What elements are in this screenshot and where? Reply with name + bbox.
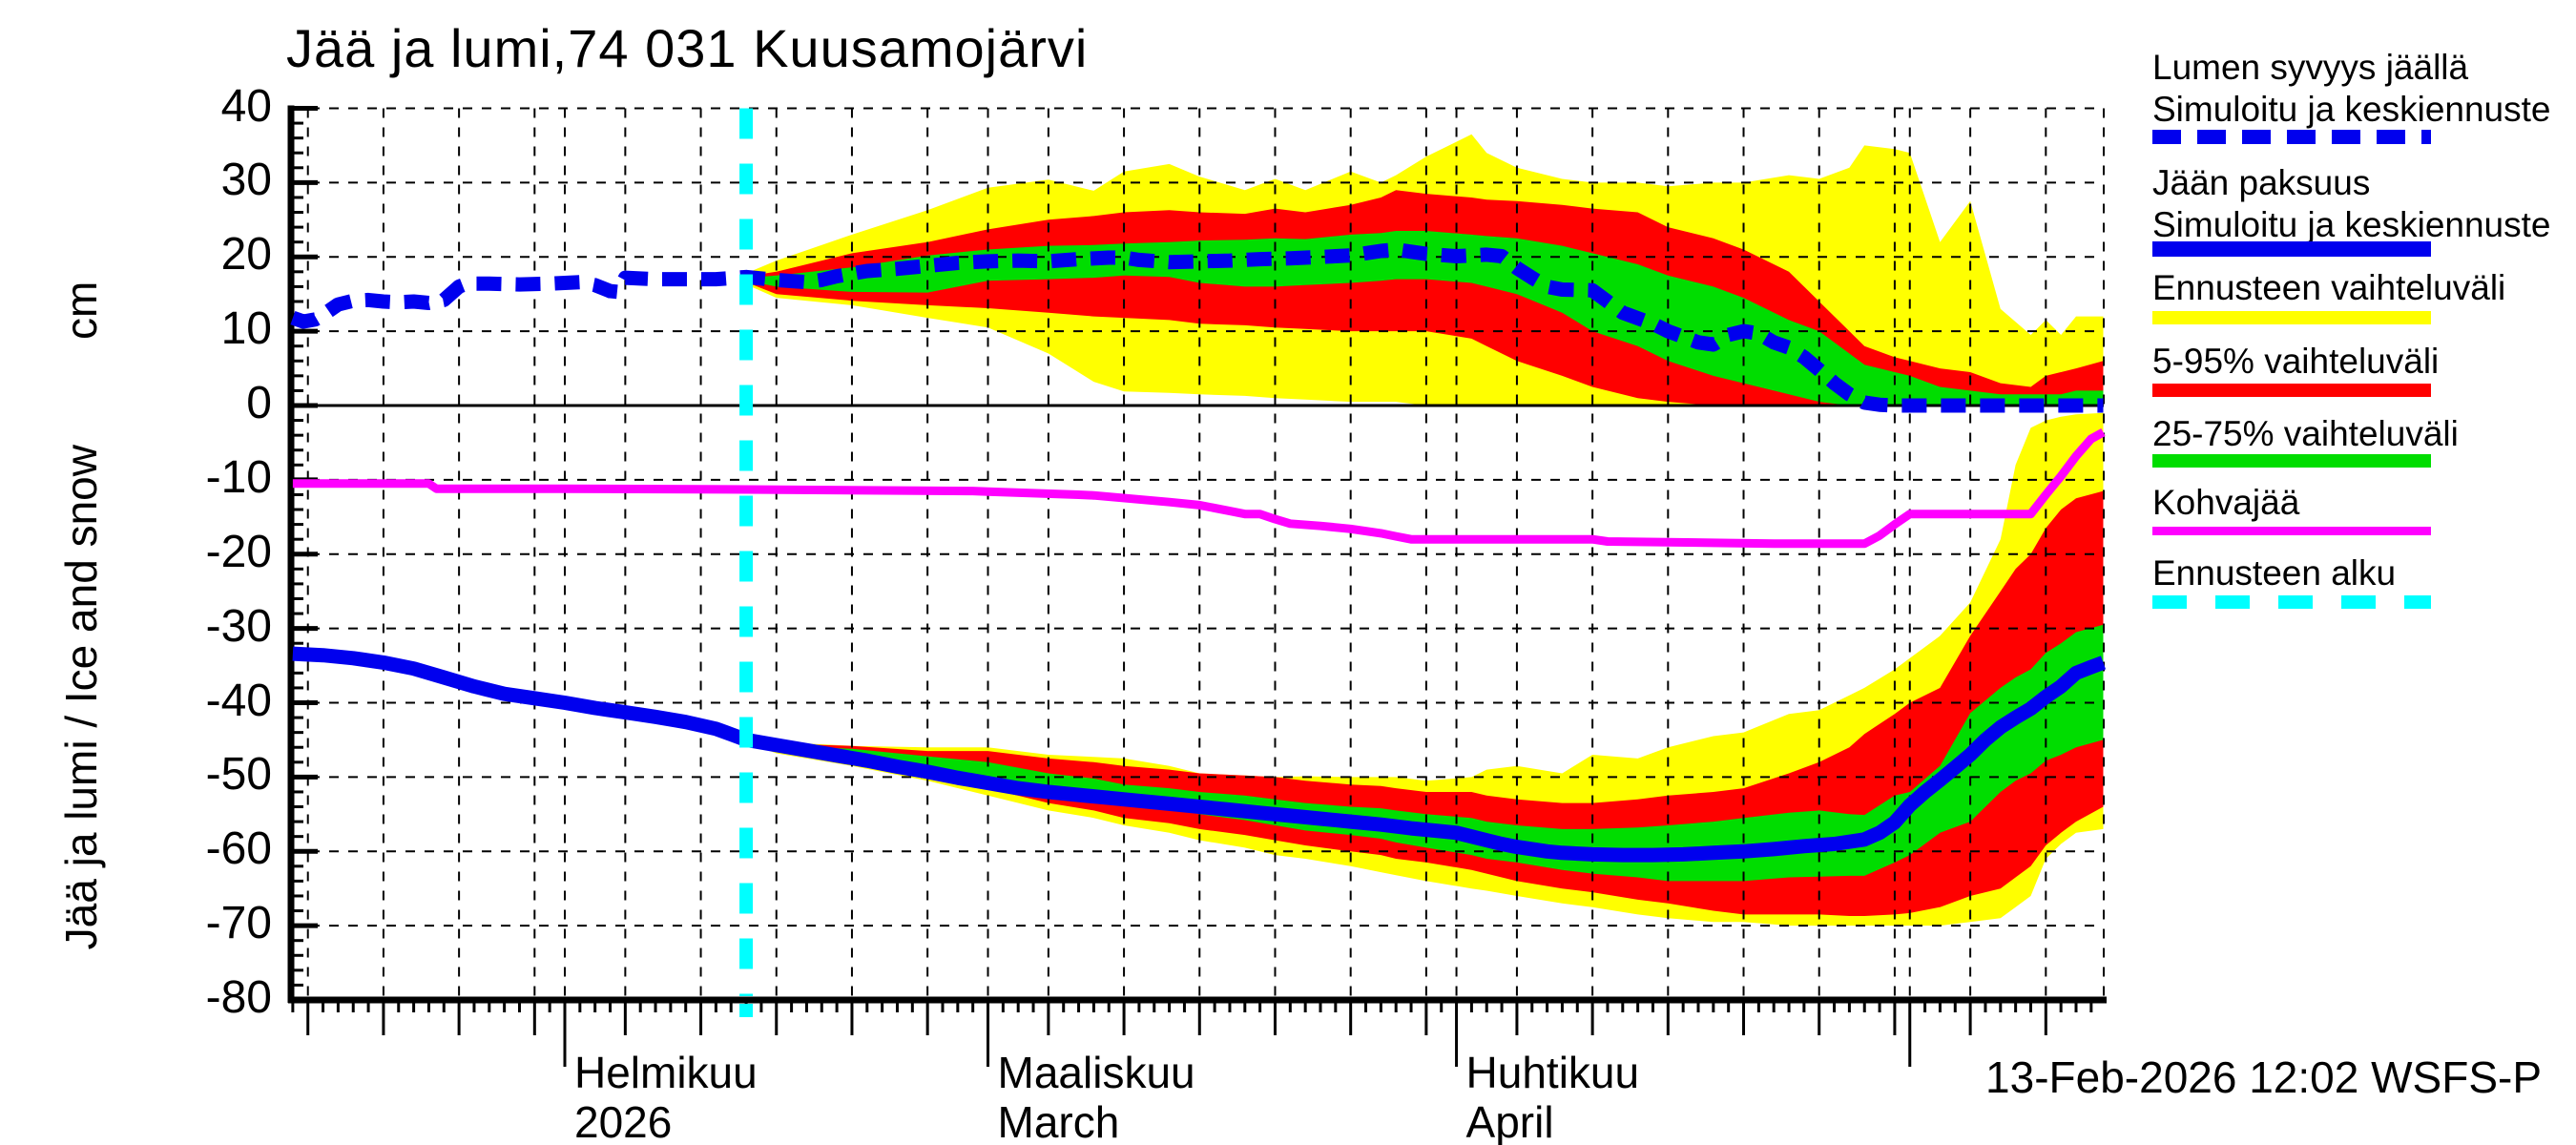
y-tick-label--60: -60 — [205, 823, 272, 875]
legend-label-kohvajaa: Kohvajää — [2152, 483, 2300, 522]
legend-swatch-snow-dashed-blue — [2152, 130, 2431, 144]
legend-swatch-ice-solid-blue — [2152, 241, 2431, 257]
legend-label-range-25-75: 25-75% vaihteluväli — [2152, 414, 2459, 453]
legend-label-snow-depth-1: Lumen syvyys jäällä — [2152, 48, 2469, 87]
y-tick-label-0: 0 — [246, 378, 272, 428]
y-axis-unit: cm — [56, 281, 106, 341]
legend-swatch-forecast-range-yellow — [2152, 311, 2431, 324]
y-tick-label--20: -20 — [205, 526, 272, 577]
legend-swatch-range-5-95-red — [2152, 384, 2431, 397]
timestamp: 13-Feb-2026 12:02 WSFS-P — [1985, 1052, 2542, 1102]
y-tick-label--10: -10 — [205, 451, 272, 503]
y-tick-label-10: 10 — [220, 303, 272, 355]
y-axis-label: Jää ja lumi / Ice and snow cm — [52, 219, 110, 1011]
month-label-huhtikuu: Huhtikuu April — [1465, 1048, 1640, 1145]
legend-label-snow-depth-2: Simuloitu ja keskiennuste — [2152, 90, 2551, 129]
y-tick-label--40: -40 — [205, 675, 272, 726]
legend-label-forecast-start: Ennusteen alku — [2152, 553, 2397, 593]
legend-swatch-range-25-75-green — [2152, 454, 2431, 468]
legend-label-forecast-range: Ennusteen vaihteluväli — [2152, 268, 2506, 307]
y-tick-label--30: -30 — [205, 600, 272, 652]
month-label-maaliskuu: Maaliskuu March — [997, 1048, 1195, 1145]
y-tick-label--80: -80 — [205, 972, 272, 1023]
legend-label-ice-thickness-1: Jään paksuus — [2152, 163, 2371, 202]
y-tick-label-20: 20 — [220, 229, 272, 281]
chart-title: Jää ja lumi,74 031 Kuusamojärvi — [286, 18, 1089, 78]
y-tick-label-30: 30 — [220, 155, 272, 206]
legend-swatch-forecast-start-cyan — [2152, 595, 2431, 609]
y-tick-label--70: -70 — [205, 898, 272, 949]
legend-label-ice-thickness-2: Simuloitu ja keskiennuste — [2152, 205, 2551, 244]
y-tick-label--50: -50 — [205, 749, 272, 801]
legend-swatch-kohvajaa-magenta — [2152, 527, 2431, 535]
legend-label-range-5-95: 5-95% vaihteluväli — [2152, 342, 2440, 381]
month-label-helmikuu: Helmikuu 2026 — [574, 1048, 758, 1145]
y-axis-label-text: Jää ja lumi / Ice and snow — [56, 445, 106, 950]
y-tick-label-40: 40 — [220, 80, 272, 132]
